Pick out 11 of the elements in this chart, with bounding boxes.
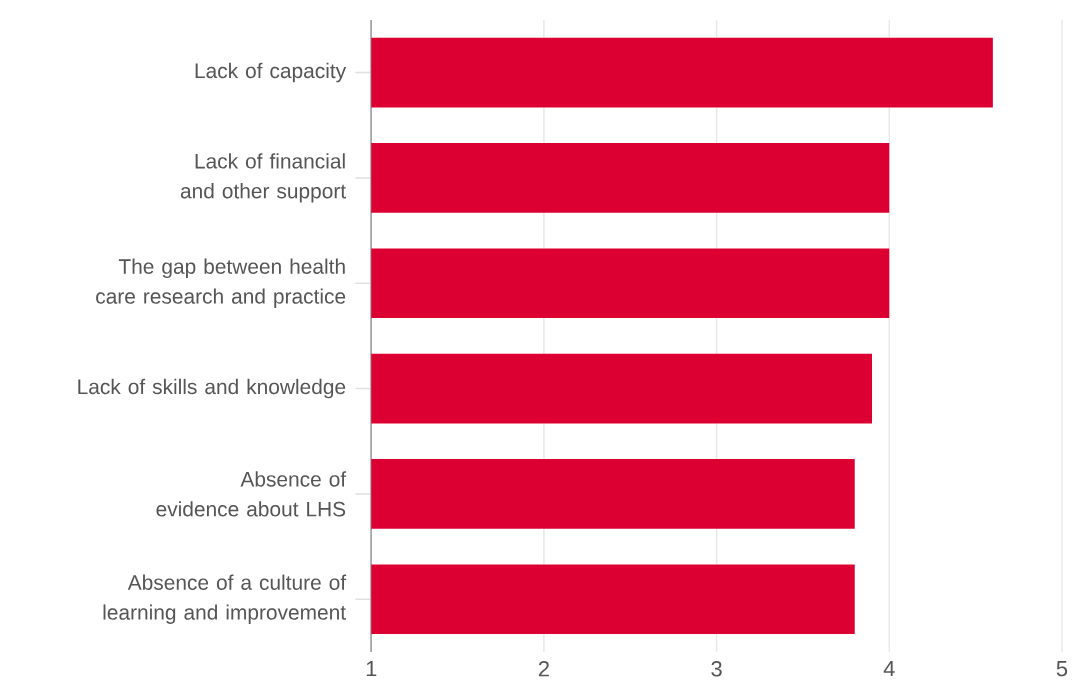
x-tick-label: 1 [366,661,377,677]
y-tick-label: The gap between health care research and practice [96,258,346,309]
y-tick-label: Lack of financial and other support [180,153,346,203]
y-tick-label: Absence of a culture of learning and improvement [103,574,347,625]
y-tick-label: Lack of skills and knowledge [78,378,346,399]
x-tick-label: 5 [1056,661,1068,677]
y-tick-label: Lack of capacity [195,62,347,83]
x-tick-label: 4 [883,661,895,677]
x-tick-label: 3 [711,661,722,677]
y-tick-label: Absence of evidence about LHS [156,471,347,517]
x-tick-label: 2 [538,661,549,677]
